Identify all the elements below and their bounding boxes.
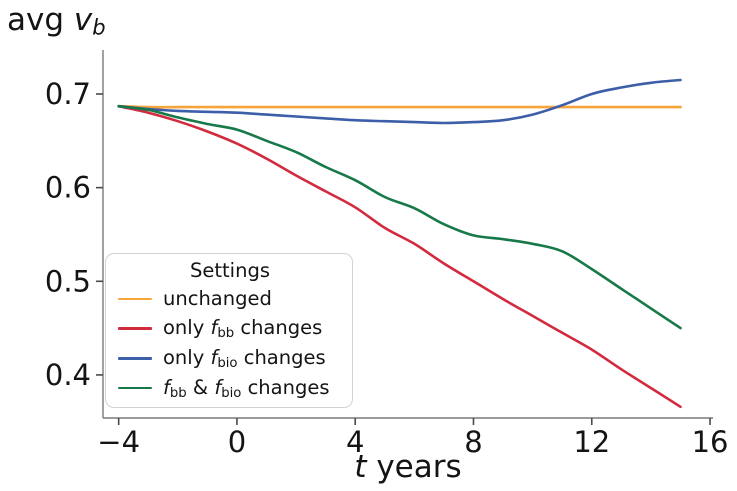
- legend-label-unchanged: unchanged: [163, 287, 272, 310]
- text-part: unchanged: [163, 287, 272, 311]
- legend-label-only-fbio: only fbio changes: [163, 346, 326, 371]
- text-part: changes: [237, 345, 326, 369]
- text-part: f: [210, 345, 218, 369]
- legend-entry-only-fbio: only fbio changes: [118, 344, 342, 373]
- legend-swatch-fbb-and-fbio: [118, 386, 152, 390]
- legend-swatch-only-fbio: [118, 357, 152, 360]
- text-part: bio: [217, 355, 238, 371]
- curve-fbb-and-fbio: [117, 104, 682, 330]
- text-part: f: [214, 375, 222, 399]
- x-tick-label: 8: [464, 425, 482, 459]
- legend-swatch-only-fbb: [118, 327, 152, 330]
- y-tick-label: 0.7: [45, 77, 91, 111]
- curve-only-fbb: [117, 104, 682, 409]
- figure-title: avg vb: [7, 2, 106, 46]
- text-part: avg: [7, 2, 74, 38]
- legend-entry-only-fbb: only fbb changes: [118, 314, 342, 343]
- x-tick-label: 0: [228, 425, 246, 459]
- legend-label-only-fbb: only fbb changes: [163, 316, 322, 341]
- legend-title: Settings: [190, 259, 270, 282]
- y-tick-label: 0.4: [45, 358, 91, 392]
- x-tick-label: −4: [97, 425, 140, 459]
- legend-entries: unchanged only fbb changes only fbio chang…: [118, 284, 342, 403]
- curve-unchanged: [117, 104, 682, 109]
- text-part: &: [186, 375, 215, 399]
- y-tick-label: 0.6: [45, 171, 91, 205]
- curve-only-fbio: [117, 78, 682, 125]
- text-part: years: [366, 449, 462, 485]
- legend-entry-unchanged: unchanged: [118, 284, 342, 313]
- text-part: bio: [221, 385, 242, 401]
- text-part: changes: [241, 375, 330, 399]
- text-part: b: [92, 14, 106, 40]
- text-part: bb: [169, 385, 187, 401]
- text-part: f: [210, 316, 218, 340]
- text-part: only: [163, 316, 211, 340]
- text-part: f: [163, 375, 170, 399]
- x-tick-label: 12: [573, 425, 610, 459]
- x-tick-label: 16: [692, 425, 729, 459]
- legend: Settings unchanged only fbb changes only f…: [105, 253, 353, 408]
- text-part: v: [73, 2, 93, 38]
- legend-swatch-unchanged: [118, 297, 152, 301]
- y-tick-label: 0.5: [45, 264, 91, 298]
- legend-label-fbb-and-fbio: fbb & fbio changes: [163, 376, 330, 401]
- x-tick-label: 4: [346, 425, 364, 459]
- text-part: changes: [234, 316, 323, 340]
- text-part: t: [354, 449, 367, 485]
- text-part: only: [163, 345, 211, 369]
- text-part: bb: [217, 326, 235, 342]
- x-axis-label: t years: [103, 449, 713, 485]
- legend-entry-fbb-and-fbio: fbb & fbio changes: [118, 374, 342, 403]
